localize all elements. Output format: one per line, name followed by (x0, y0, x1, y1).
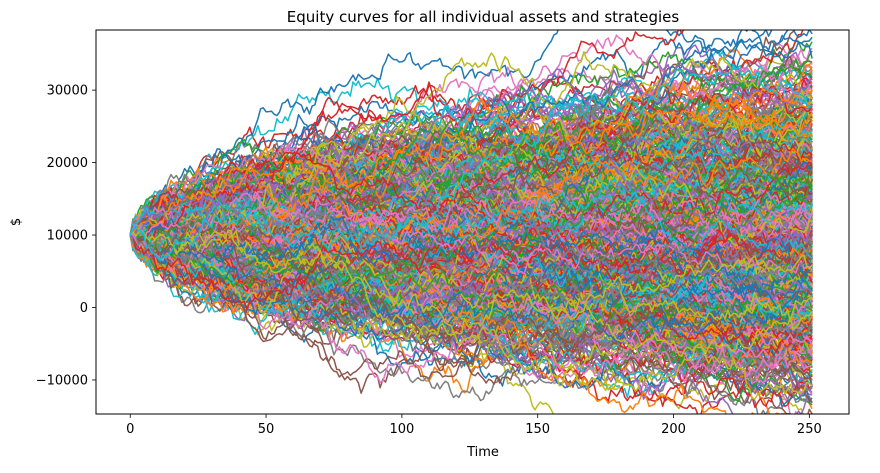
x-axis-label: Time (466, 445, 499, 460)
series-line (129, 229, 813, 340)
series-line (129, 120, 813, 252)
series-line (129, 63, 813, 252)
series-line (129, 188, 813, 262)
series-line (130, 191, 813, 279)
series-line (129, 198, 813, 269)
series-line (129, 63, 813, 262)
series-line (129, 30, 813, 236)
y-axis: −10000 0 10000 20000 30000 (36, 84, 96, 388)
series-line (130, 128, 813, 254)
series-line (129, 34, 813, 239)
x-tick-label: 100 (389, 422, 414, 437)
x-tick-label: 250 (797, 422, 822, 437)
x-tick-label: 50 (258, 422, 275, 437)
series-line (129, 138, 813, 255)
series-layer (129, 30, 813, 414)
y-tick-label: 30000 (47, 84, 88, 99)
series-line (130, 132, 813, 256)
series-line (129, 176, 813, 257)
x-tick-label: 0 (126, 422, 134, 437)
y-tick-label: 0 (80, 301, 88, 316)
plot-frame (95, 29, 850, 415)
series-line (129, 122, 813, 247)
series-line (129, 195, 813, 319)
y-tick-label: 10000 (47, 229, 88, 244)
series-line (130, 228, 813, 384)
series-line (129, 151, 813, 247)
x-tick-label: 200 (661, 422, 686, 437)
x-tick-label: 150 (525, 422, 550, 437)
chart-title: Equity curves for all individual assets … (287, 8, 680, 26)
series-line (130, 230, 813, 310)
x-axis: 0 50 100 150 200 250 (126, 414, 822, 437)
y-axis-label: $ (9, 218, 24, 226)
series-line (130, 220, 813, 279)
y-tick-label: −10000 (36, 373, 88, 388)
y-tick-label: 20000 (47, 156, 88, 171)
series-line (129, 190, 813, 286)
series-line (129, 160, 813, 269)
series-line (130, 175, 813, 303)
